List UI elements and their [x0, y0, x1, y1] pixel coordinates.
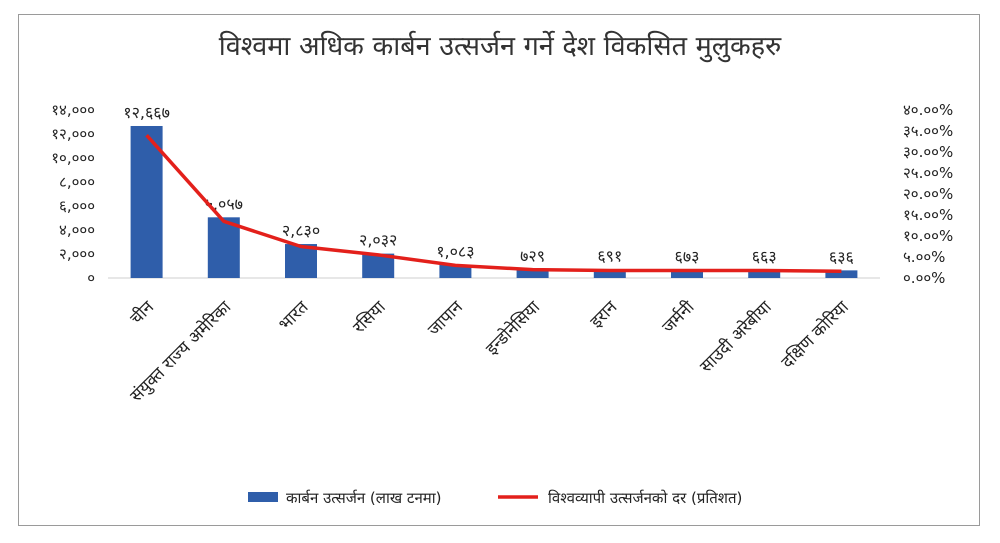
- right-tick-label: ३५.००%: [903, 122, 953, 140]
- category-label: चीन: [126, 296, 159, 329]
- right-tick-label: १५.००%: [903, 206, 953, 224]
- right-axis: ०.००% ५.००% १०.००% १५.००% २०.००% २५.००% ३०.००%…: [903, 101, 953, 287]
- bar: [516, 269, 549, 278]
- category-label: जापान: [424, 297, 467, 340]
- bar-data-label: ६९१: [597, 247, 622, 266]
- rate-line: [145, 134, 842, 274]
- category-label: इरान: [587, 297, 622, 332]
- bar-data-label: २,०३२: [359, 231, 397, 250]
- category-label: साउदी अरेबीया: [696, 296, 777, 377]
- bar: [825, 270, 858, 278]
- bar-data-label: ६६३: [752, 247, 777, 266]
- right-tick-label: २५.००%: [903, 164, 953, 182]
- bar: [130, 125, 163, 278]
- legend-line-label: विश्वव्यापी उत्सर्जनको दर (प्रतिशत): [548, 489, 742, 507]
- bar: [671, 269, 703, 278]
- bar: [285, 244, 317, 278]
- left-tick-label: २,०००: [59, 245, 95, 263]
- bar: [439, 265, 472, 278]
- category-label: भारत: [275, 297, 313, 335]
- right-tick-label: ३०.००%: [903, 143, 953, 161]
- left-tick-label: १०,०००: [51, 149, 95, 167]
- bar-series: [130, 125, 858, 278]
- left-tick-label: ६,०००: [59, 197, 95, 215]
- right-tick-label: ०.००%: [903, 269, 945, 287]
- category-labels: चीनसंयुक्त राज्य अमेरिका भारत रसिया जापान इन…: [126, 296, 854, 406]
- category-label: रसिया: [349, 296, 391, 338]
- bar-data-label: ७२९: [520, 246, 545, 265]
- bar-data-label: २,८३०: [282, 221, 320, 240]
- right-tick-label: २०.००%: [903, 185, 953, 203]
- category-label: जर्मनी: [658, 296, 699, 337]
- legend: कार्बन उत्सर्जन (लाख टनमा) विश्वव्यापी उ…: [248, 489, 742, 507]
- legend-bar-label: कार्बन उत्सर्जन (लाख टनमा): [286, 489, 441, 507]
- bar: [207, 217, 240, 278]
- left-tick-label: १२,०००: [51, 125, 95, 143]
- left-tick-label: ८,०००: [59, 173, 95, 191]
- bar-data-label: ६३६: [829, 247, 854, 266]
- line-series: [145, 134, 842, 274]
- legend-bar-swatch: [248, 492, 278, 502]
- left-tick-label: ०: [87, 269, 95, 287]
- bar: [593, 269, 626, 278]
- right-tick-label: ५.००%: [903, 248, 945, 266]
- bar-data-label: ६७३: [675, 247, 700, 266]
- right-tick-label: १०.००%: [903, 227, 953, 245]
- left-tick-label: ४,०००: [59, 221, 95, 239]
- right-tick-label: ४०.००%: [903, 101, 953, 119]
- bar-data-label: १,०८३: [436, 242, 474, 261]
- left-tick-label: १४,०००: [51, 101, 95, 119]
- bar: [748, 270, 781, 278]
- category-label: इन्डोनेसिया: [482, 296, 545, 359]
- left-axis: ० २,००० ४,००० ६,००० ८,००० १०,००० १२,००० १४,०००: [51, 101, 95, 287]
- bar-data-label: १२,६६७: [123, 103, 170, 122]
- category-label: दक्षिण कोरिया: [777, 296, 853, 372]
- chart-title: विश्वमा अधिक कार्बन उत्सर्जन गर्ने देश व…: [218, 31, 782, 62]
